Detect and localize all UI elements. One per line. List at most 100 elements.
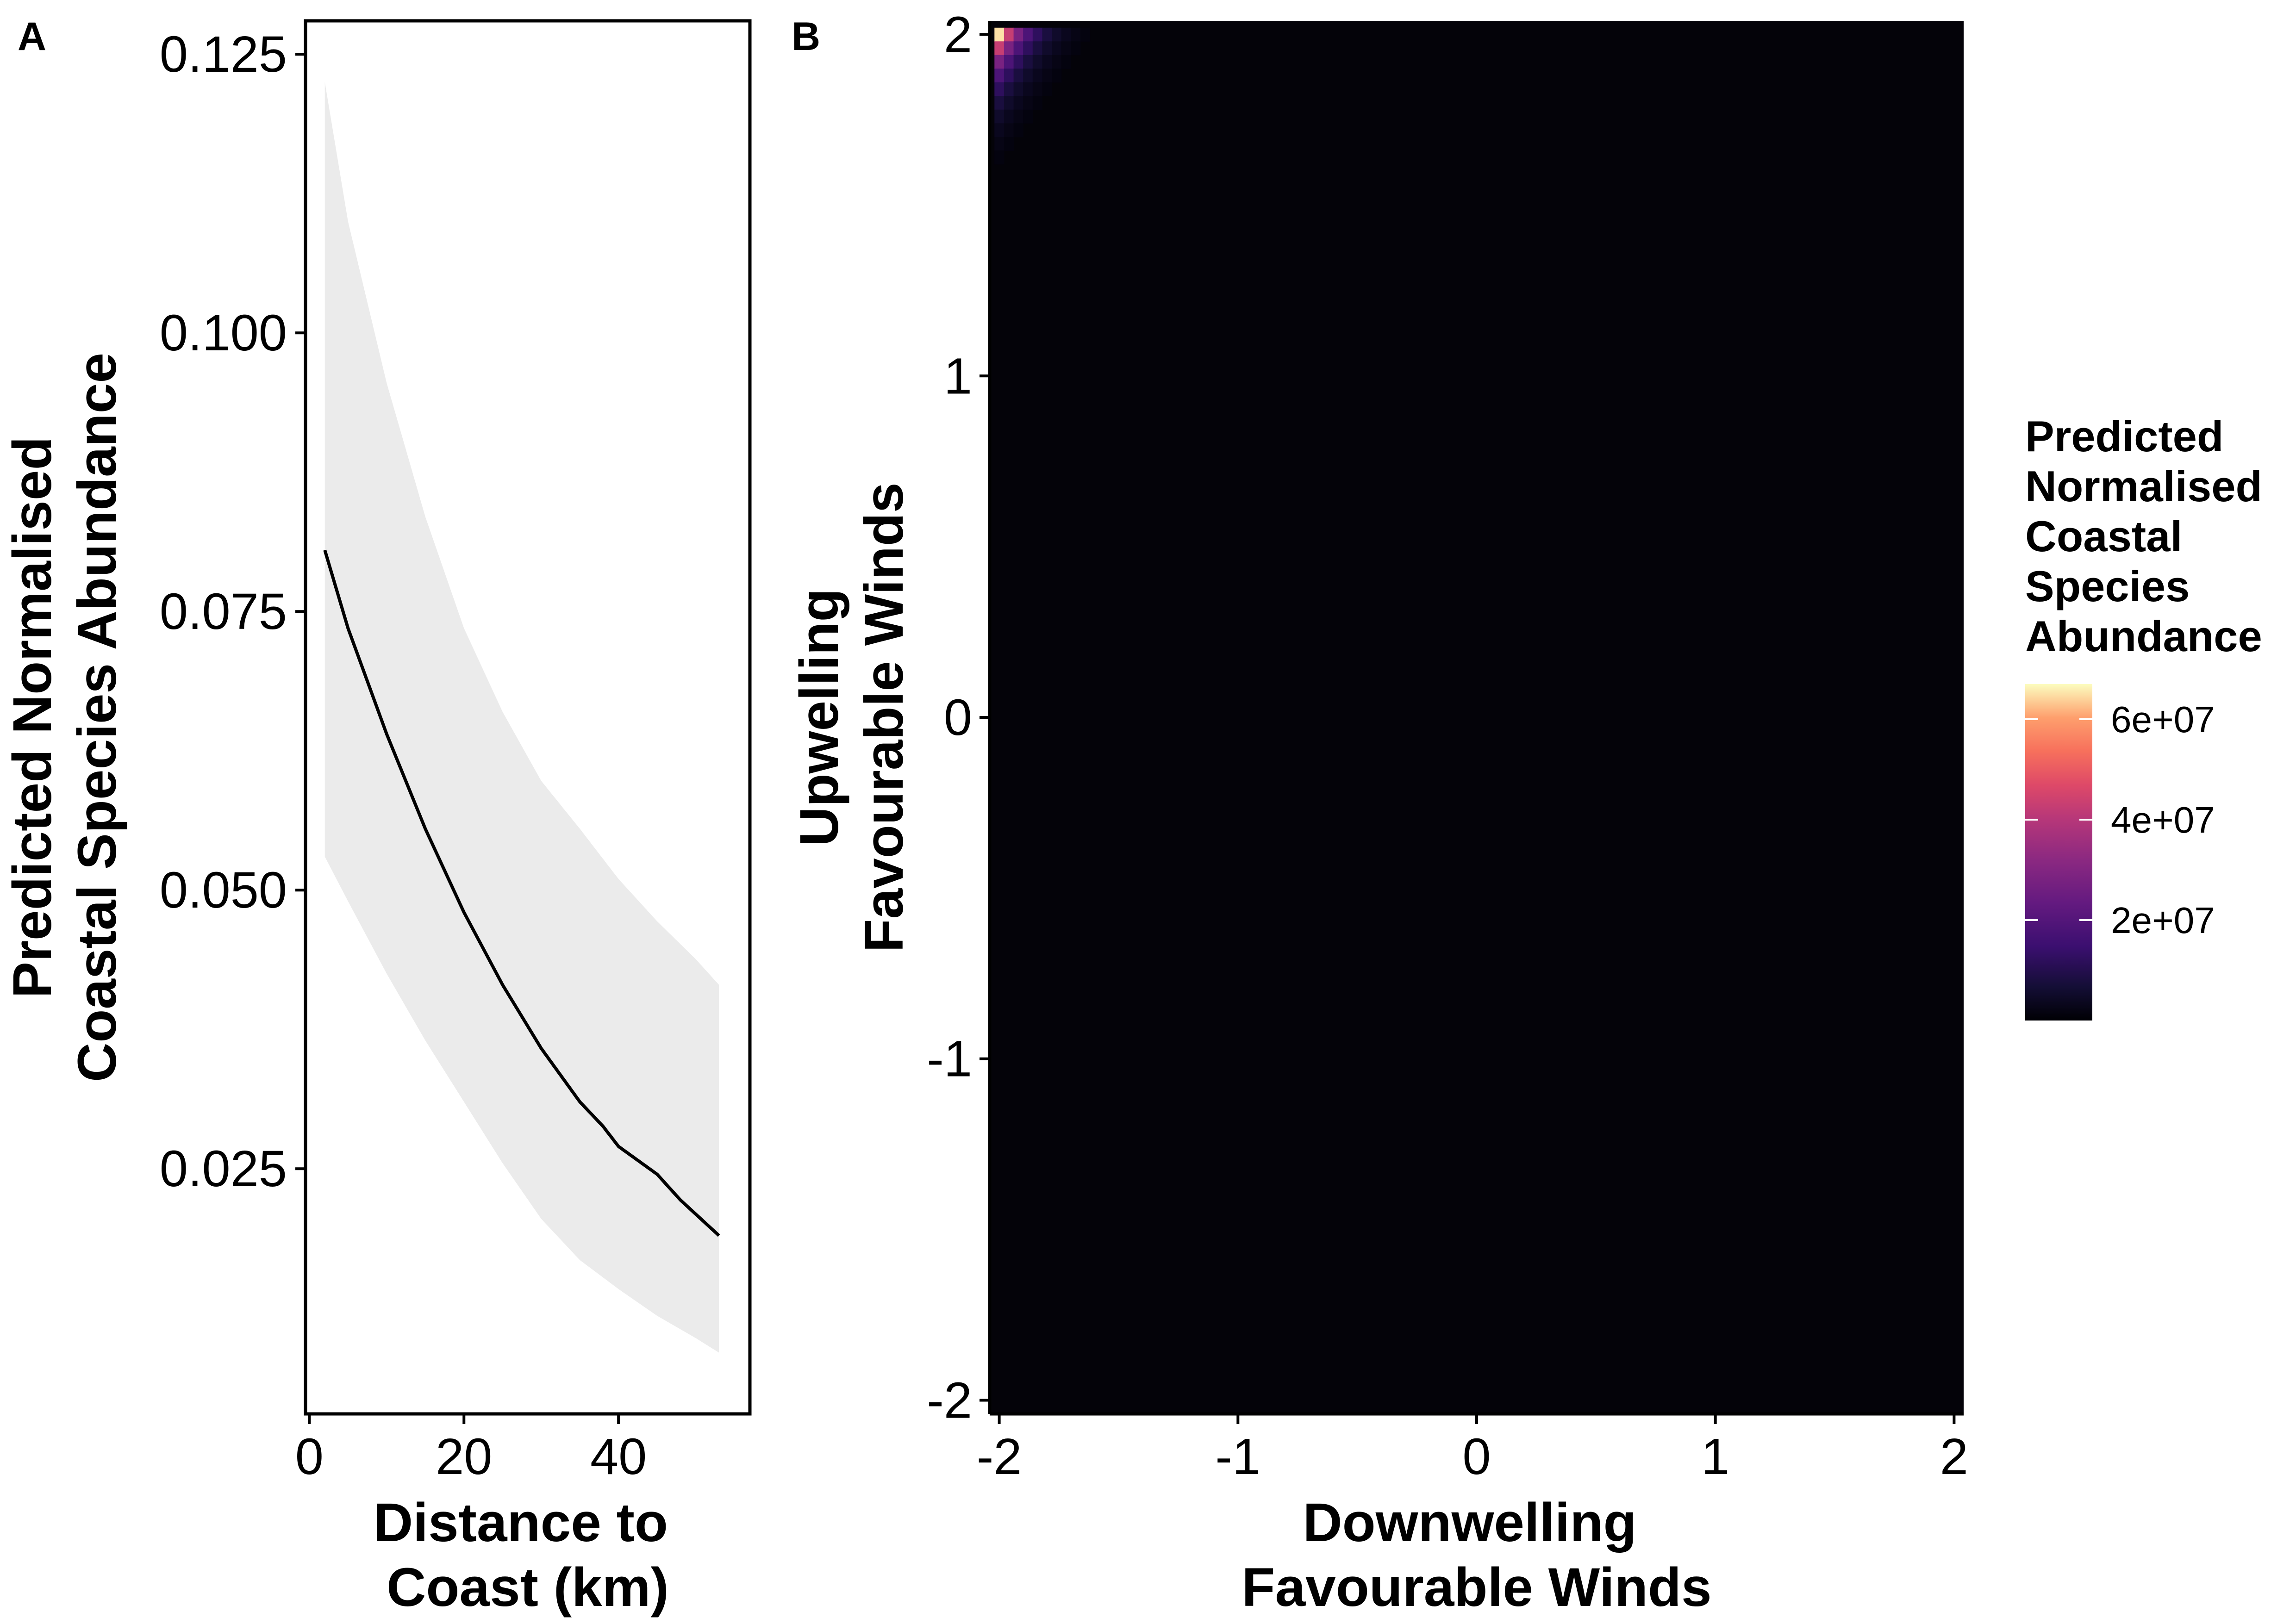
panel-b-x-title-line2: Favourable Winds [1242,1557,1711,1618]
panel-a-frame [304,19,752,1416]
legend-title-line1: Predicted [2025,412,2223,461]
heatmap-cell [1004,27,1014,42]
x-tick-label: -1 [1215,1428,1260,1485]
heatmap-cell [1013,123,1023,137]
heatmap-cell [1004,41,1014,56]
y-tick-label: 1 [944,348,972,404]
heatmap-cell [994,109,1004,124]
panel-a-y-title-line2: Coastal Species Abundance [67,353,128,1082]
heatmap-cell [1004,109,1014,124]
panel-a-y-axis: 0.025 0.050 0.075 0.100 0.125 [160,26,306,1197]
heatmap-cell [1032,27,1042,42]
heatmap-background [990,21,1964,1414]
heatmap-cell [1013,41,1023,56]
heatmap-cell [1071,27,1081,42]
colorbar-tick-label: 4e+07 [2111,799,2215,840]
y-tick-label: -1 [927,1031,972,1088]
panel-a: A 0.025 0.050 0.075 0.100 0.125 0 20 40 Predic… [2,14,752,1618]
y-tick-label: 2 [944,6,972,63]
panel-b-x-title-line1: Downwelling [1303,1492,1636,1553]
heatmap-cell [1042,68,1052,83]
x-tick-label: 40 [590,1428,647,1485]
colorbar [2025,684,2092,1021]
heatmap-cell [1032,68,1042,83]
heatmap-cell [1023,55,1033,69]
heatmap-cell [1013,82,1023,96]
heatmap-cell [994,96,1004,110]
legend-title-line3: Coastal [2025,512,2183,560]
heatmap-cell [1013,96,1023,110]
y-tick-label: 0.050 [160,862,287,919]
panel-a-x-axis: 0 20 40 [295,1414,647,1485]
heatmap-cell [1061,55,1071,69]
heatmap-cell [994,123,1004,137]
x-tick-label: 2 [1940,1428,1968,1485]
heatmap-cell [994,82,1004,96]
heatmap-cell [1052,68,1062,83]
colorbar-tick-label: 2e+07 [2111,900,2215,941]
panel-b-y-title: Upwelling Favourable Winds [789,482,915,952]
heatmap-cell [1023,109,1033,124]
heatmap-cell [1023,96,1033,110]
y-tick-label: 0.025 [160,1140,287,1197]
panel-b: B -2 -1 0 1 2 -2 -1 0 1 2 Upwelling Favourable W… [789,6,1968,1618]
legend-title-line5: Abundance [2025,612,2262,660]
heatmap-cell [1004,55,1014,69]
panel-b-y-axis: -2 -1 0 1 2 [927,6,992,1429]
x-tick-label: 0 [1462,1428,1491,1485]
panel-a-x-title-line1: Distance to [374,1492,668,1553]
heatmap-cell [994,55,1004,69]
heatmap-cell [1032,55,1042,69]
panel-b-y-title-line2: Favourable Winds [854,482,915,952]
panel-b-x-axis: -2 -1 0 1 2 [977,1412,1968,1485]
y-tick-label: 0 [944,689,972,746]
panel-b-heatmap [990,21,1964,1414]
heatmap-cell [1013,109,1023,124]
panel-a-line-layer [323,549,720,1237]
heatmap-cell [1032,96,1042,110]
heatmap-cell [1042,55,1052,69]
y-tick-label: 0.125 [160,26,287,83]
legend-title-line4: Species [2025,562,2190,610]
heatmap-cell [1023,27,1033,42]
heatmap-cell [1023,41,1033,56]
heatmap-cell [1004,96,1014,110]
colorbar-legend: Predicted Normalised Coastal Species Abu… [2025,412,2262,1021]
panel-b-y-title-line1: Upwelling [789,588,850,846]
heatmap-cell [1042,41,1052,56]
panel-a-y-title-line1: Predicted Normalised [2,436,63,998]
heatmap-cell [1004,68,1014,83]
x-tick-label: 0 [295,1428,324,1485]
colorbar-tick-label: 6e+07 [2111,699,2215,740]
heatmap-cell [1023,82,1033,96]
heatmap-cell [1052,41,1062,56]
heatmap-cell [994,27,1004,42]
heatmap-cell [1080,27,1091,42]
y-tick-label: -2 [927,1372,972,1429]
panel-a-y-title: Predicted Normalised Coastal Species Abu… [2,353,128,1082]
panel-a-label: A [18,14,46,59]
heatmap-cell [1004,137,1014,151]
heatmap-cell [1013,55,1023,69]
y-tick-label: 0.075 [160,583,287,640]
colorbar-ticks: 2e+07 4e+07 6e+07 [2025,699,2215,941]
heatmap-cell [994,68,1004,83]
panel-a-x-title-line2: Coast (km) [387,1557,669,1618]
heatmap-cell [1052,55,1062,69]
x-tick-label: -2 [977,1428,1022,1485]
heatmap-cell [994,150,1004,165]
heatmap-cell [1061,27,1071,42]
y-tick-label: 0.100 [160,305,287,361]
heatmap-cell [1032,41,1042,56]
panel-a-ribbon-layer [324,82,719,1353]
heatmap-cell [1042,82,1052,96]
heatmap-cell [1061,41,1071,56]
x-tick-label: 20 [436,1428,492,1485]
fit-line [323,549,720,1237]
confidence-ribbon [324,82,719,1353]
heatmap-cell [1013,68,1023,83]
heatmap-cell [1032,82,1042,96]
heatmap-cell [1052,27,1062,42]
heatmap-cell [994,137,1004,151]
